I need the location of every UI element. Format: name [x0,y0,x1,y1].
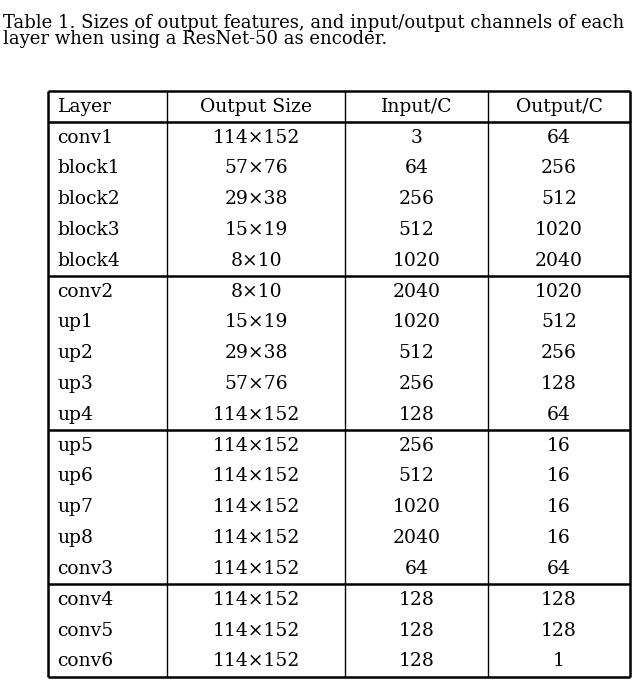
Text: 15×19: 15×19 [225,221,288,239]
Text: 114×152: 114×152 [212,591,300,609]
Text: conv4: conv4 [58,591,114,609]
Text: up8: up8 [58,529,93,547]
Text: 16: 16 [547,529,571,547]
Text: 114×152: 114×152 [212,498,300,516]
Text: 512: 512 [541,190,577,208]
Text: 256: 256 [399,190,435,208]
Text: conv6: conv6 [58,653,114,671]
Text: Input/C: Input/C [381,98,452,116]
Text: 29×38: 29×38 [225,344,288,362]
Text: conv2: conv2 [58,282,114,300]
Text: 2040: 2040 [392,282,440,300]
Text: 114×152: 114×152 [212,529,300,547]
Text: 64: 64 [404,560,428,578]
Text: 512: 512 [399,468,435,486]
Text: up5: up5 [58,437,93,455]
Text: 114×152: 114×152 [212,406,300,424]
Text: conv5: conv5 [58,621,114,639]
Text: 114×152: 114×152 [212,468,300,486]
Text: 128: 128 [399,406,435,424]
Text: Output/C: Output/C [516,98,602,116]
Text: 29×38: 29×38 [225,190,288,208]
Text: block4: block4 [58,252,120,270]
Text: 114×152: 114×152 [212,621,300,639]
Text: 1020: 1020 [392,313,440,331]
Text: Table 1. Sizes of output features, and input/output channels of each: Table 1. Sizes of output features, and i… [3,14,625,32]
Text: 16: 16 [547,468,571,486]
Text: 128: 128 [541,591,577,609]
Text: 128: 128 [399,653,435,671]
Text: conv1: conv1 [58,129,114,147]
Text: Output Size: Output Size [200,98,312,116]
Text: 16: 16 [547,437,571,455]
Text: 114×152: 114×152 [212,437,300,455]
Text: 57×76: 57×76 [225,375,288,393]
Text: 128: 128 [399,621,435,639]
Text: 15×19: 15×19 [225,313,288,331]
Text: 1: 1 [553,653,565,671]
Text: up7: up7 [58,498,93,516]
Text: 64: 64 [547,406,571,424]
Text: 16: 16 [547,498,571,516]
Text: conv3: conv3 [58,560,114,578]
Text: up1: up1 [58,313,93,331]
Text: 256: 256 [541,159,577,177]
Text: 512: 512 [399,221,435,239]
Text: 3: 3 [410,129,422,147]
Text: 128: 128 [541,375,577,393]
Text: 256: 256 [541,344,577,362]
Text: 2040: 2040 [535,252,583,270]
Text: 2040: 2040 [392,529,440,547]
Text: block2: block2 [58,190,120,208]
Text: 1020: 1020 [535,221,583,239]
Text: 64: 64 [547,129,571,147]
Text: 114×152: 114×152 [212,560,300,578]
Text: block1: block1 [58,159,120,177]
Text: 64: 64 [404,159,428,177]
Text: 1020: 1020 [392,498,440,516]
Text: up3: up3 [58,375,93,393]
Text: up2: up2 [58,344,93,362]
Text: 512: 512 [399,344,435,362]
Text: layer when using a ResNet-50 as encoder.: layer when using a ResNet-50 as encoder. [3,30,387,48]
Text: block3: block3 [58,221,120,239]
Text: 256: 256 [399,437,435,455]
Text: 114×152: 114×152 [212,129,300,147]
Text: 512: 512 [541,313,577,331]
Text: 128: 128 [399,591,435,609]
Text: 8×10: 8×10 [230,252,282,270]
Text: Layer: Layer [58,98,111,116]
Text: up6: up6 [58,468,93,486]
Text: 256: 256 [399,375,435,393]
Text: 114×152: 114×152 [212,653,300,671]
Text: 64: 64 [547,560,571,578]
Text: 1020: 1020 [535,282,583,300]
Text: 1020: 1020 [392,252,440,270]
Text: 57×76: 57×76 [225,159,288,177]
Text: 8×10: 8×10 [230,282,282,300]
Text: 128: 128 [541,621,577,639]
Text: up4: up4 [58,406,93,424]
